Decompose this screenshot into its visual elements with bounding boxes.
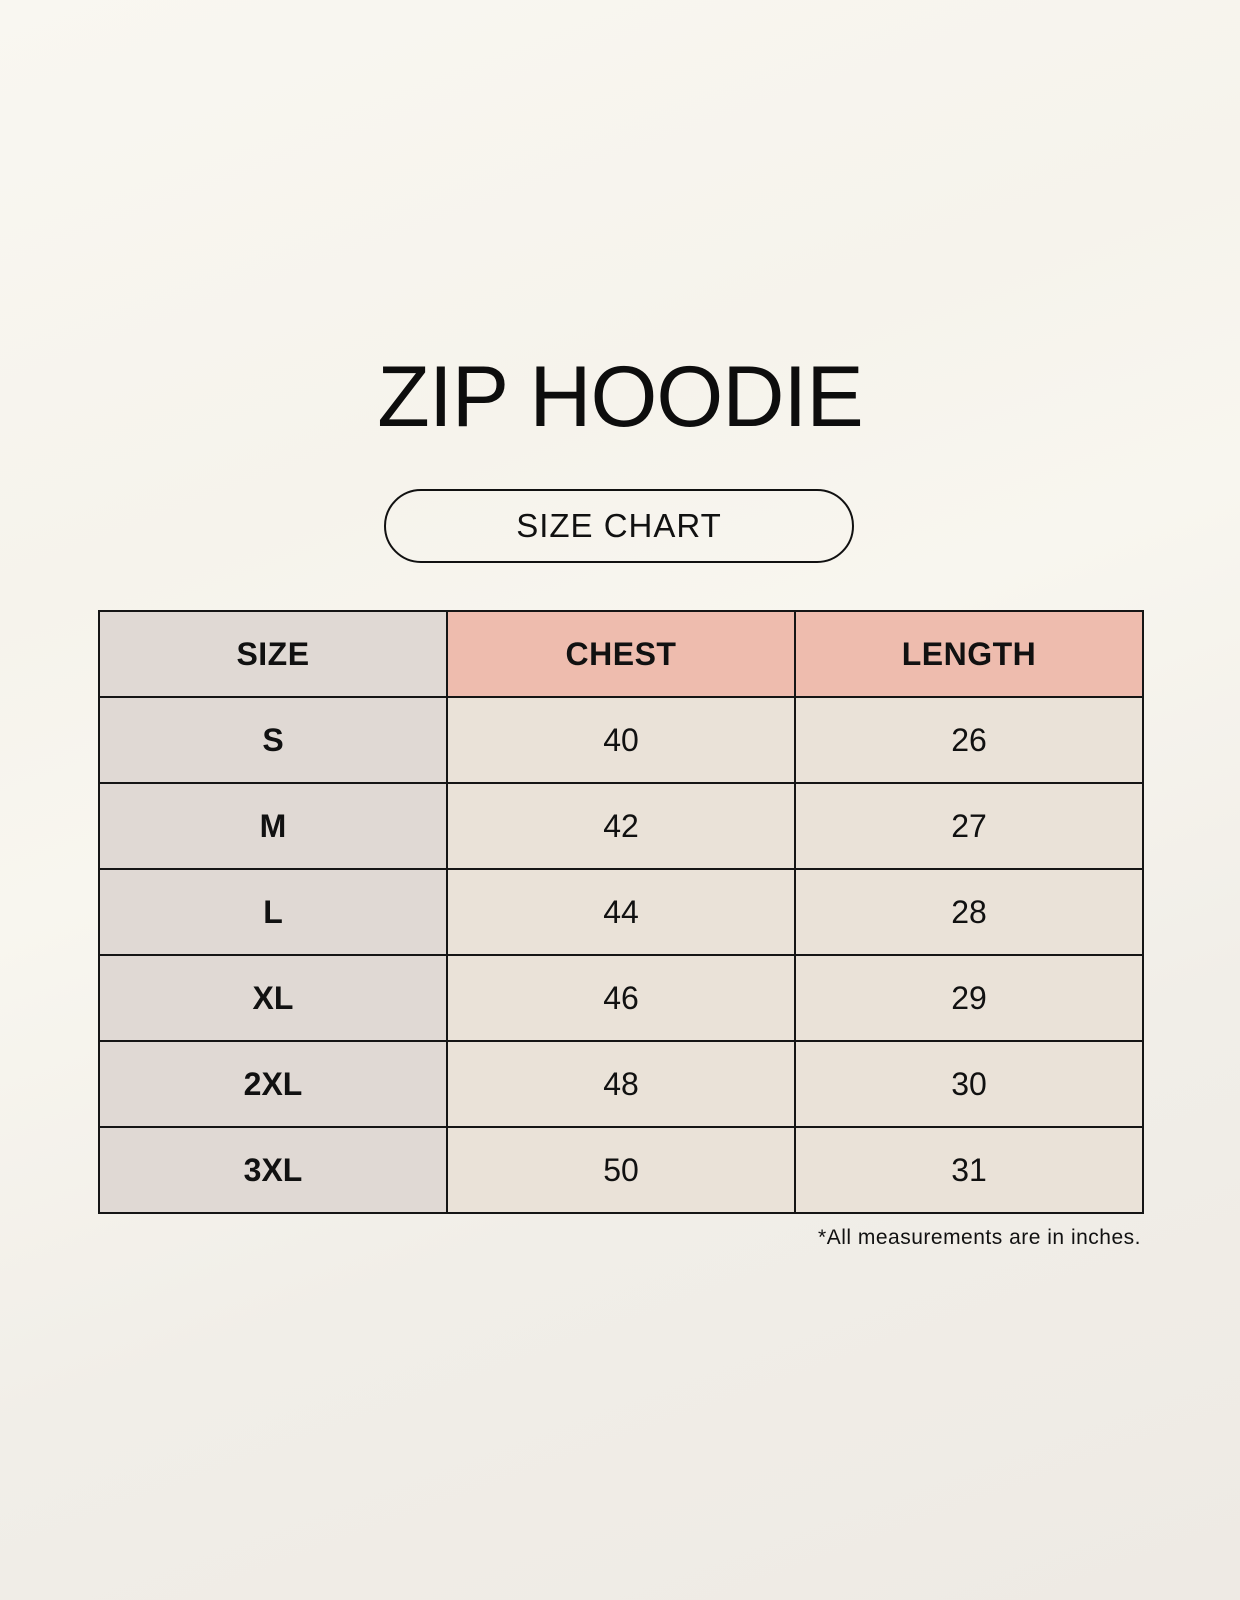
table-row: 3XL 50 31 [98,1126,1144,1214]
size-cell: S [98,696,448,784]
size-cell: M [98,782,448,870]
table-row: L 44 28 [98,868,1144,956]
length-cell: 27 [794,782,1144,870]
chest-cell: 46 [446,954,796,1042]
length-cell: 30 [794,1040,1144,1128]
chest-cell: 48 [446,1040,796,1128]
length-cell: 28 [794,868,1144,956]
table-row: S 40 26 [98,696,1144,784]
size-cell: 2XL [98,1040,448,1128]
size-cell: 3XL [98,1126,448,1214]
chest-cell: 44 [446,868,796,956]
length-cell: 26 [794,696,1144,784]
table-row: XL 46 29 [98,954,1144,1042]
size-chart-badge: SIZE CHART [384,489,854,563]
page-title: ZIP HOODIE [377,349,863,445]
header-chest: CHEST [446,610,796,698]
chest-cell: 42 [446,782,796,870]
header-length: LENGTH [794,610,1144,698]
footnote: *All measurements are in inches. [818,1226,1141,1249]
length-cell: 31 [794,1126,1144,1214]
chest-cell: 40 [446,696,796,784]
chest-cell: 50 [446,1126,796,1214]
size-cell: XL [98,954,448,1042]
table-header-row: SIZE CHEST LENGTH [98,610,1144,698]
length-cell: 29 [794,954,1144,1042]
size-cell: L [98,868,448,956]
header-size: SIZE [98,610,448,698]
table-row: 2XL 48 30 [98,1040,1144,1128]
size-table: SIZE CHEST LENGTH S 40 26 M 42 27 L 44 28 XL 46 29 2… [98,610,1144,1214]
table-row: M 42 27 [98,782,1144,870]
